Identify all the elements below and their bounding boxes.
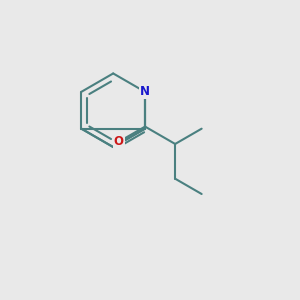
Text: N: N: [140, 85, 150, 98]
Text: O: O: [114, 135, 124, 148]
